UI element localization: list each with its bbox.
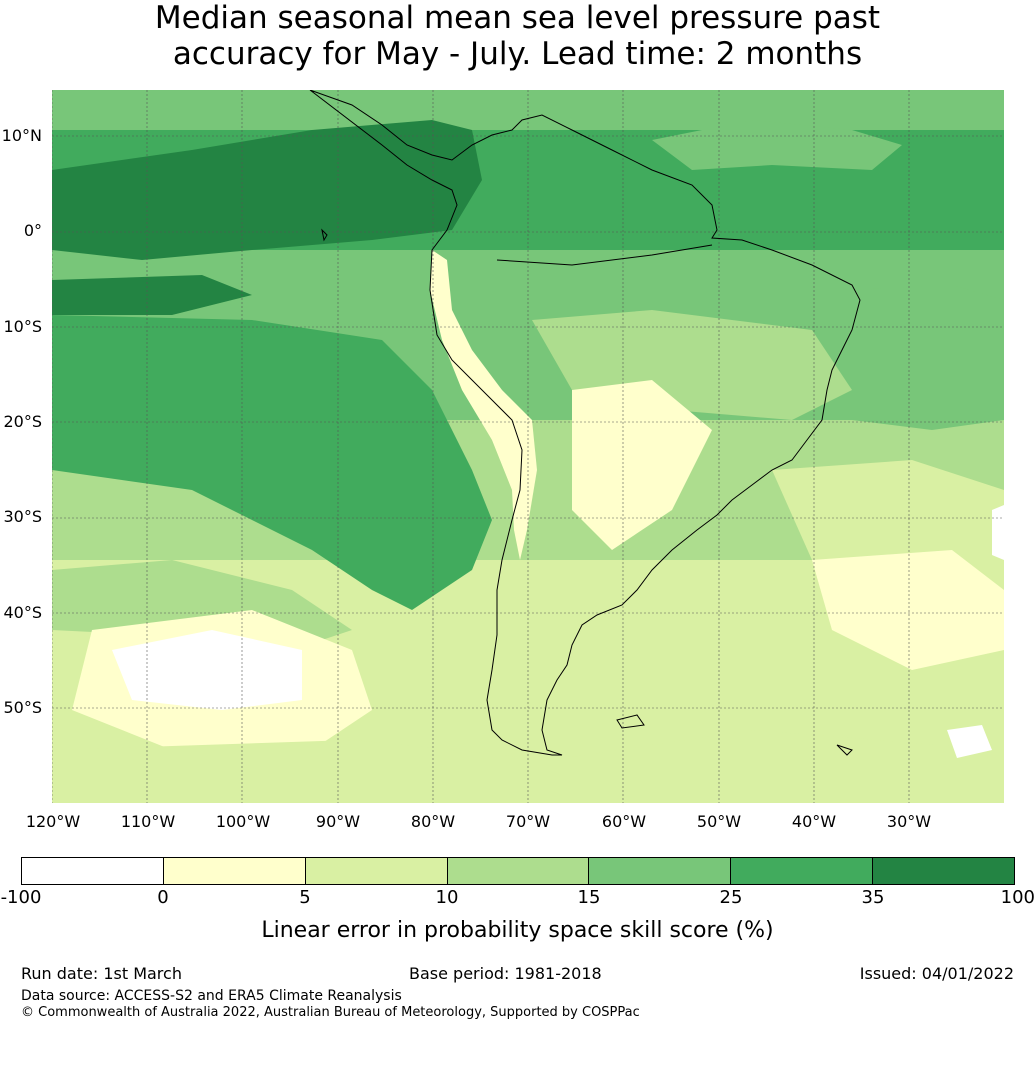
map-panel — [52, 90, 1004, 803]
pacific-dark-tongue — [52, 275, 252, 315]
andes-negative-skill — [430, 250, 537, 560]
south-georgia-island — [836, 744, 853, 756]
lat-label-10s: 10°S — [3, 317, 42, 336]
colorbar-segment-15-25 — [589, 858, 732, 884]
chart-title: Median seasonal mean sea level pressure … — [0, 0, 1035, 72]
colorbar — [21, 857, 1015, 885]
lon-label-50w: 50°W — [696, 812, 742, 831]
graticule — [52, 90, 1004, 803]
issued-date: Issued: 04/01/2022 — [859, 964, 1014, 983]
lat-label-30s: 30°S — [3, 507, 42, 526]
copyright: © Commonwealth of Australia 2022, Austra… — [21, 1005, 640, 1020]
colorbar-segment-10-15 — [447, 858, 590, 884]
lon-label-70w: 70°W — [505, 812, 551, 831]
coastline — [309, 90, 861, 756]
equatorial-pacific-high-skill — [52, 120, 482, 260]
map-svg — [52, 90, 1004, 803]
base-period: Base period: 1981-2018 — [409, 964, 602, 983]
run-date: Run date: 1st March — [21, 964, 182, 983]
title-line-2: accuracy for May - July. Lead time: 2 mo… — [172, 36, 863, 72]
lon-label-100w: 100°W — [215, 812, 271, 831]
colorbar-tick-10: 10 — [435, 887, 459, 908]
lon-label-30w: 30°W — [886, 812, 932, 831]
lat-label-20s: 20°S — [3, 412, 42, 431]
colorbar-segment-25-35 — [731, 858, 874, 884]
atlantic-minimal-skill — [812, 550, 1004, 670]
colorbar-tick-minus100: -100 — [0, 887, 42, 908]
colorbar-segment-0-5 — [163, 858, 306, 884]
lon-label-40w: 40°W — [791, 812, 837, 831]
colorbar-tick-5: 5 — [299, 887, 311, 908]
south-pacific-negative-skill — [112, 630, 302, 710]
data-source: Data source: ACCESS-S2 and ERA5 Climate … — [21, 988, 402, 1004]
atlantic-high-skill — [652, 120, 902, 170]
galapagos-islands — [321, 228, 328, 242]
colorbar-segment-negative — [22, 858, 164, 884]
lon-label-110w: 110°W — [120, 812, 176, 831]
south-america-outline — [309, 90, 861, 756]
colorbar-tick-100: 100 — [1000, 887, 1035, 908]
amazon-river — [496, 244, 713, 266]
colorbar-segment-5-10 — [305, 858, 448, 884]
colorbar-tick-0: 0 — [157, 887, 169, 908]
atlantic-edge-negative-skill — [992, 505, 1004, 560]
lon-label-60w: 60°W — [601, 812, 647, 831]
lat-label-0: 0° — [23, 221, 42, 240]
lat-label-10n: 10°N — [1, 126, 42, 145]
colorbar-tick-25: 25 — [719, 887, 743, 908]
south-atlantic-skill-area — [852, 285, 1004, 430]
lat-label-40s: 40°S — [3, 603, 42, 622]
lon-label-90w: 90°W — [315, 812, 361, 831]
colorbar-label: Linear error in probability space skill … — [261, 918, 774, 943]
colorbar-tick-15: 15 — [577, 887, 601, 908]
colorbar-segment-35-100 — [873, 858, 1015, 884]
atlantic-negative-skill — [947, 725, 992, 758]
south-pacific-skill-area — [52, 315, 492, 610]
lat-label-50s: 50°S — [3, 698, 42, 717]
lon-label-120w: 120°W — [25, 812, 81, 831]
falkland-islands — [616, 714, 645, 729]
argentina-minimal-skill — [572, 380, 712, 550]
lon-label-80w: 80°W — [410, 812, 456, 831]
colorbar-tick-35: 35 — [861, 887, 885, 908]
title-line-1: Median seasonal mean sea level pressure … — [154, 0, 881, 36]
